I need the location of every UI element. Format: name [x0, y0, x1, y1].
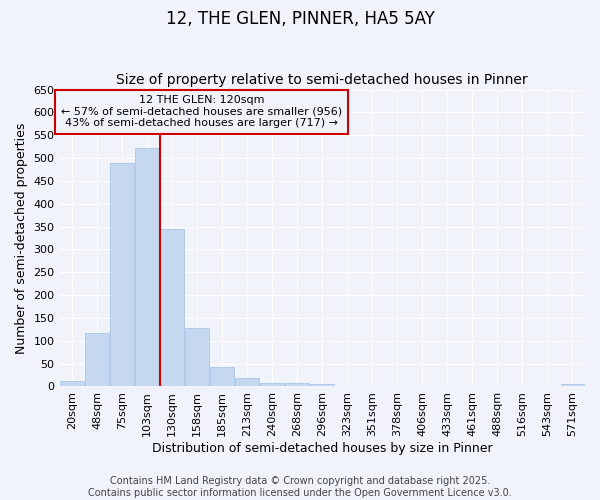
Y-axis label: Number of semi-detached properties: Number of semi-detached properties: [15, 122, 28, 354]
Bar: [135, 148, 159, 386]
Text: Contains HM Land Registry data © Crown copyright and database right 2025.
Contai: Contains HM Land Registry data © Crown c…: [88, 476, 512, 498]
Bar: [110, 162, 134, 386]
Bar: [260, 383, 284, 386]
Bar: [286, 384, 309, 386]
Bar: [160, 230, 184, 386]
Bar: [185, 328, 209, 386]
Bar: [210, 368, 234, 386]
Text: 12 THE GLEN: 120sqm
← 57% of semi-detached houses are smaller (956)
43% of semi-: 12 THE GLEN: 120sqm ← 57% of semi-detach…: [61, 95, 342, 128]
Bar: [310, 384, 334, 386]
X-axis label: Distribution of semi-detached houses by size in Pinner: Distribution of semi-detached houses by …: [152, 442, 493, 455]
Title: Size of property relative to semi-detached houses in Pinner: Size of property relative to semi-detach…: [116, 73, 528, 87]
Bar: [85, 333, 109, 386]
Bar: [60, 382, 84, 386]
Bar: [560, 384, 584, 386]
Bar: [235, 378, 259, 386]
Text: 12, THE GLEN, PINNER, HA5 5AY: 12, THE GLEN, PINNER, HA5 5AY: [166, 10, 434, 28]
